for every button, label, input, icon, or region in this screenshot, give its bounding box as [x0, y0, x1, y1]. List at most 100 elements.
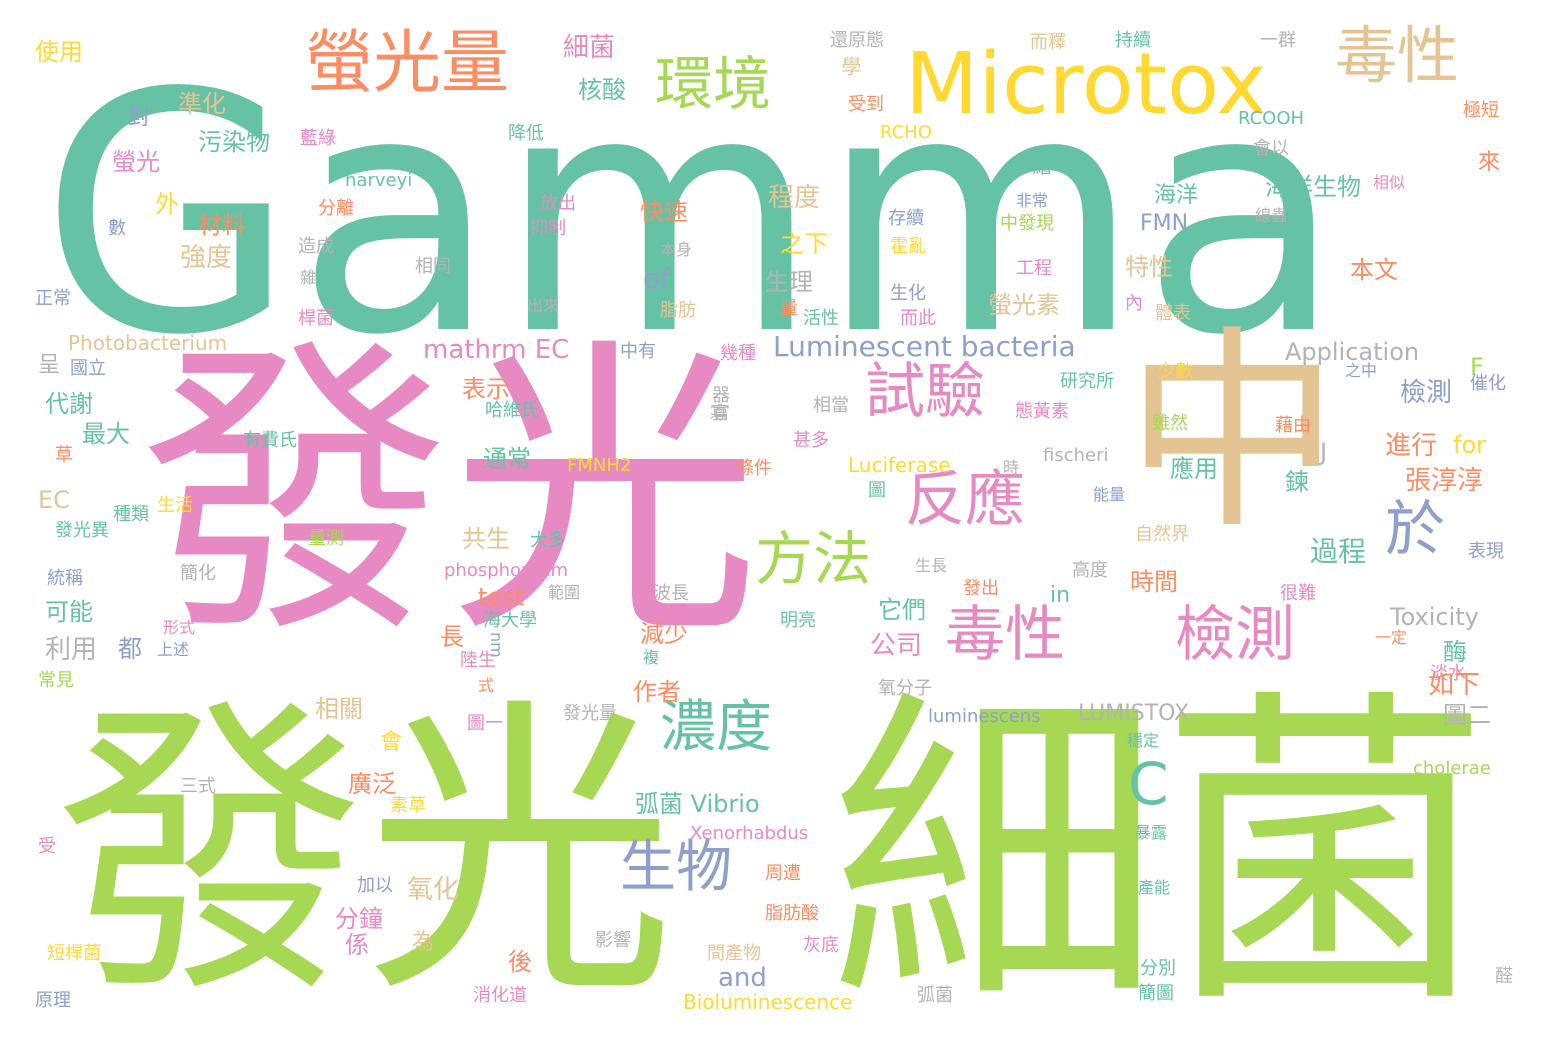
word-cloud-word: 明亮 — [780, 610, 816, 631]
word-cloud-word: luminescens — [928, 706, 1041, 727]
word-cloud-word: 發光量 — [563, 703, 617, 724]
word-cloud-word: 如下 — [1428, 670, 1481, 700]
word-cloud-word: 雖然 — [1152, 413, 1188, 434]
word-cloud-word: of — [643, 262, 670, 295]
word-cloud-word: C — [1128, 750, 1169, 818]
word-cloud-word: 廣泛 — [348, 770, 396, 798]
word-cloud-word: Xenorhabdus — [690, 823, 809, 844]
word-cloud-word: 細菌 — [830, 663, 1490, 1047]
word-cloud-word: cholerae — [1413, 758, 1491, 779]
word-cloud-word: 使用 — [35, 38, 83, 66]
word-cloud-word: 生物 — [620, 835, 732, 900]
word-cloud-word: 細菌 — [563, 33, 616, 63]
word-cloud-word: 體表 — [1155, 303, 1191, 324]
word-cloud-word: 發光 — [55, 674, 675, 1035]
word-cloud-word: 上述 — [157, 640, 190, 659]
word-cloud-word: Luminescent bacteria — [773, 330, 1076, 363]
word-cloud-word: 國立 — [70, 358, 106, 379]
word-cloud-word: 一群 — [1260, 30, 1296, 51]
word-cloud-word: 極短 — [1463, 100, 1499, 121]
word-cloud-word: 最大 — [82, 420, 130, 448]
word-cloud-word: 寡 — [710, 403, 728, 424]
word-cloud-word: 加以 — [357, 875, 393, 896]
word-cloud-word: 相當 — [813, 395, 849, 416]
word-cloud-word: 素草 — [390, 795, 426, 816]
word-cloud-word: 圖一 — [467, 713, 503, 734]
word-cloud-word: Application — [1285, 338, 1420, 366]
word-cloud-word: 生理 — [765, 268, 813, 296]
word-cloud-word: 螢光量 — [305, 24, 510, 103]
word-cloud-word: test — [478, 583, 525, 611]
word-cloud-word: 繪 — [1029, 155, 1053, 175]
word-cloud-word: FMNH2 — [567, 455, 632, 476]
word-cloud-word: 受 — [38, 836, 56, 857]
word-cloud-word: 大多 — [530, 530, 566, 551]
word-cloud-word: 公司 — [870, 631, 923, 661]
word-cloud-word: 陸生 — [460, 650, 496, 671]
word-cloud-word: mathrm EC — [423, 335, 570, 365]
word-cloud-word: 有費氏 — [243, 430, 297, 451]
word-cloud-word: 材料 — [198, 211, 246, 239]
word-cloud-word: 核酸 — [578, 76, 626, 104]
word-cloud-word: 氧化 — [407, 875, 460, 905]
word-cloud-word: 時間 — [1130, 568, 1178, 596]
word-cloud-word: 過程 — [1310, 535, 1367, 568]
word-cloud-word: 高度 — [1072, 560, 1108, 581]
word-cloud-word: 試驗 — [865, 357, 985, 427]
word-cloud-word: 後 — [508, 948, 532, 976]
word-cloud-word: RCHO — [880, 122, 932, 143]
word-cloud-word: 種類 — [113, 504, 149, 525]
word-cloud-word: Luciferase — [848, 453, 951, 477]
word-cloud-word: Gamma — [40, 23, 1344, 407]
word-cloud-word: 藍綠 — [300, 128, 336, 149]
word-cloud-word: 脂肪 — [660, 300, 696, 321]
word-cloud-word: 自然界 — [1135, 524, 1189, 545]
word-cloud-word: 分別 — [1140, 958, 1176, 979]
word-cloud-word: 環境 — [655, 50, 772, 118]
word-cloud-word: 簡圖 — [1138, 983, 1174, 1004]
word-cloud-word: Photobacterium — [68, 331, 228, 355]
word-cloud-word: 活性 — [803, 308, 839, 329]
word-cloud-word: 之中 — [1345, 361, 1378, 380]
word-cloud-word: 之下 — [780, 230, 828, 258]
word-cloud-word: 檢測 — [1400, 378, 1453, 408]
word-cloud-word: 受到 — [848, 94, 884, 115]
word-cloud-word: 少數 — [1157, 361, 1193, 382]
word-cloud-word: 氧分子 — [878, 678, 932, 699]
word-cloud-word: 形式 — [163, 618, 196, 637]
word-cloud-word: 準化 — [178, 90, 226, 118]
word-cloud-word: EC — [38, 486, 70, 514]
word-cloud-word: 發光異 — [55, 520, 109, 541]
word-cloud-word: 哈維氏 — [485, 400, 539, 421]
word-cloud-word: 生化 — [890, 283, 926, 304]
word-cloud-word: 很難 — [1280, 583, 1316, 604]
word-cloud-word: 弧菌 Vibrio — [635, 790, 760, 818]
word-cloud-word: 係 — [345, 931, 369, 959]
word-cloud-word: 程度 — [768, 183, 821, 213]
word-cloud-word: 醛 — [1495, 966, 1513, 987]
word-cloud-word: 張淳淳 — [1405, 466, 1484, 496]
word-cloud-word: 螢光 — [112, 148, 160, 176]
word-cloud-word: 圖二 — [1443, 701, 1491, 729]
word-cloud-word: 中 — [1125, 307, 1340, 558]
word-cloud-word: 研究所 — [1060, 371, 1114, 392]
word-cloud-word: 藉由 — [1275, 415, 1311, 436]
word-cloud-word: 發光 — [140, 314, 760, 675]
word-cloud-word: 線蟲 — [1255, 206, 1288, 225]
word-cloud-word: 周遭 — [765, 863, 801, 884]
word-cloud-word: 毒性 — [1335, 19, 1460, 92]
word-cloud-word: 抑制 — [530, 218, 566, 239]
word-cloud-word: 相同 — [415, 256, 451, 277]
word-cloud-word: 內 — [1125, 293, 1143, 314]
word-cloud-word: 式 — [478, 676, 495, 695]
word-cloud-word: RCOOH — [1238, 108, 1305, 129]
word-cloud-word: 數 — [108, 218, 126, 239]
word-cloud-word: 學 — [838, 56, 862, 76]
word-cloud-word: 草 — [55, 445, 73, 466]
word-cloud-word: 酶 — [1443, 638, 1467, 666]
word-cloud-word: 幾種 — [720, 343, 756, 364]
word-cloud-word: 簡化 — [180, 563, 216, 584]
word-cloud-word: 範圍 — [548, 583, 581, 602]
word-cloud-word: 檢測 — [1175, 600, 1295, 670]
